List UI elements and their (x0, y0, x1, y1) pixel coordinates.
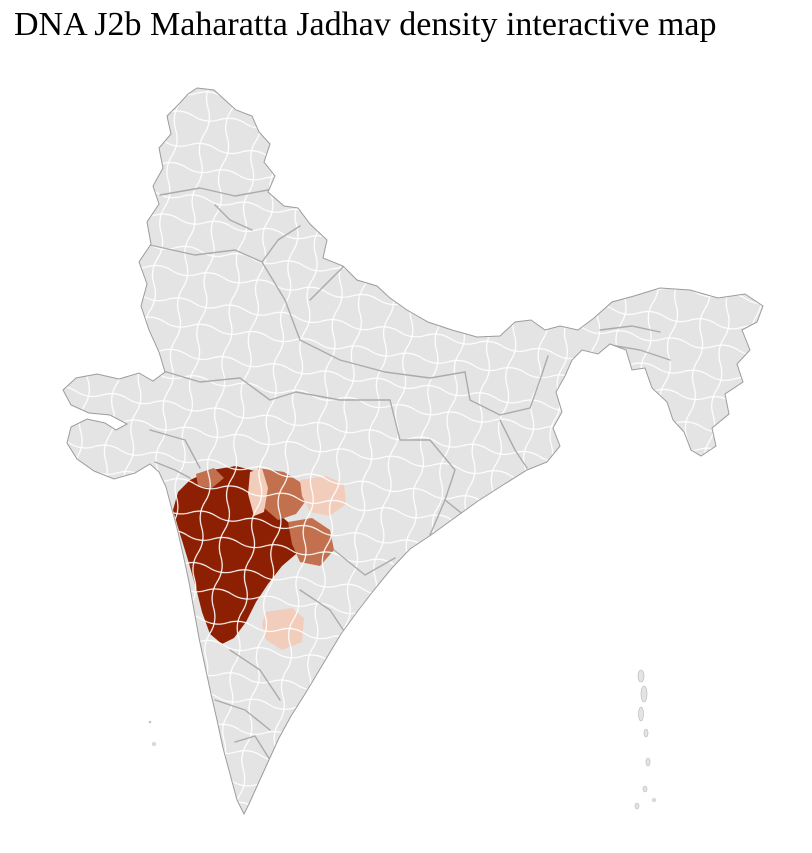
andaman-nicobar-islands[interactable] (634, 669, 656, 810)
india-landmass[interactable] (63, 88, 763, 814)
page-title: DNA J2b Maharatta Jadhav density interac… (14, 6, 717, 43)
lakshadweep-islands[interactable] (148, 720, 156, 746)
